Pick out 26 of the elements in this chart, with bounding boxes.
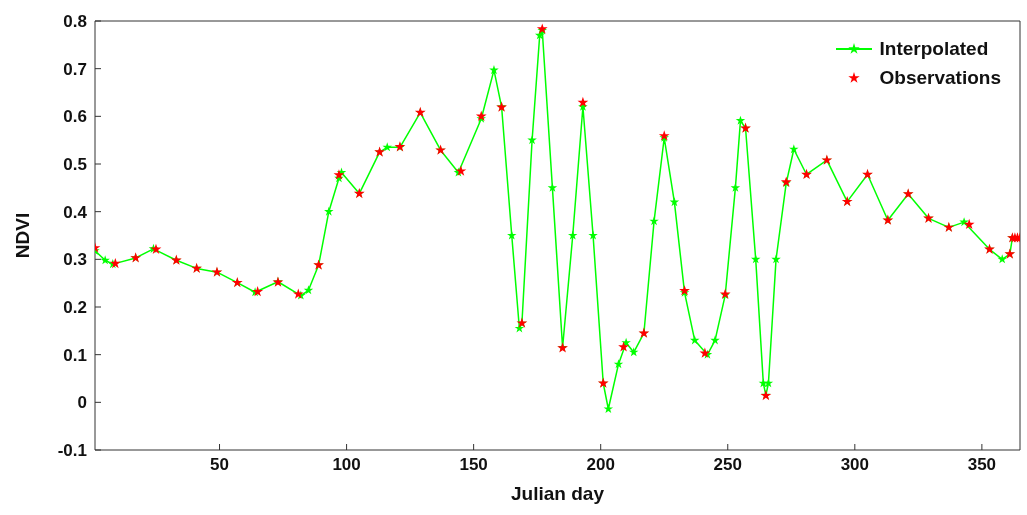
x-tick-label: 250 (713, 455, 742, 475)
x-tick-label: 300 (840, 455, 870, 475)
x-axis-title: Julian day (511, 483, 605, 504)
y-tick-label: 0.1 (63, 345, 87, 365)
y-tick-label: 0 (77, 393, 87, 413)
legend-label: Observations (879, 66, 1001, 90)
legend-label: Interpolated (879, 37, 989, 61)
point (963, 218, 975, 230)
point (577, 96, 589, 108)
x-tick-label: 100 (332, 455, 361, 475)
y-tick-label: 0.6 (63, 107, 87, 127)
y-tick-label: 0.7 (63, 59, 87, 79)
y-tick-label: 0.5 (63, 155, 87, 175)
y-tick-label: 0.3 (63, 250, 87, 270)
x-tick-label: 200 (586, 455, 615, 475)
point (292, 288, 304, 299)
y-tick-label: 0.4 (63, 202, 88, 222)
x-tick-label: 50 (210, 455, 229, 475)
y-tick-label: 0.2 (63, 298, 87, 318)
y-axis-title: NDVI (11, 212, 33, 259)
point (252, 286, 264, 297)
point (618, 341, 629, 352)
x-tick-label: 150 (459, 455, 488, 475)
y-tick-label: -0.1 (57, 441, 87, 461)
y-tick-label: 0.8 (63, 12, 87, 32)
x-tick-label: 350 (967, 455, 997, 475)
